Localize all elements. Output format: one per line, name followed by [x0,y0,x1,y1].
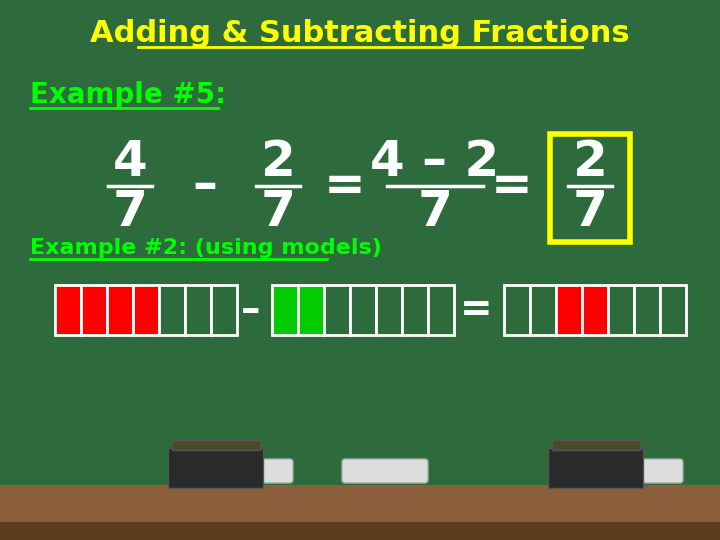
Text: –: – [192,162,217,210]
Bar [185,285,211,335]
Bar [211,285,237,335]
Bar [55,285,81,335]
Bar [298,285,324,335]
Bar [530,285,556,335]
Bar [272,285,298,335]
FancyBboxPatch shape [207,459,293,483]
FancyBboxPatch shape [597,459,683,483]
Bar [324,285,350,335]
Bar [548,448,643,488]
Text: 2: 2 [261,138,295,186]
Bar [168,448,263,488]
Bar [634,285,660,335]
Text: 7: 7 [261,188,295,236]
FancyBboxPatch shape [342,459,428,483]
Text: =: = [324,162,366,210]
Text: Adding & Subtracting Fractions: Adding & Subtracting Fractions [90,18,630,48]
Text: 7: 7 [572,188,608,236]
Text: Example #2: (using models): Example #2: (using models) [30,238,382,258]
Bar [428,285,454,335]
Bar [504,285,530,335]
Text: 7: 7 [112,188,148,236]
Bar [556,285,582,335]
Bar [402,285,428,335]
Bar [350,285,376,335]
Bar [376,285,402,335]
Bar [81,285,107,335]
Bar [133,285,159,335]
Bar [172,440,260,450]
Bar [0,485,720,540]
Text: =: = [491,162,533,210]
Text: Example #5:: Example #5: [30,81,226,109]
Bar [0,522,720,540]
Text: 7: 7 [418,188,452,236]
Bar [660,285,686,335]
Text: 2: 2 [572,138,608,186]
Text: =: = [459,291,492,329]
Bar [582,285,608,335]
Bar [552,440,640,450]
Text: 4: 4 [112,138,148,186]
Bar [159,285,185,335]
Bar [608,285,634,335]
Bar [107,285,133,335]
Text: –: – [241,291,261,329]
Text: 4 – 2: 4 – 2 [370,138,500,186]
